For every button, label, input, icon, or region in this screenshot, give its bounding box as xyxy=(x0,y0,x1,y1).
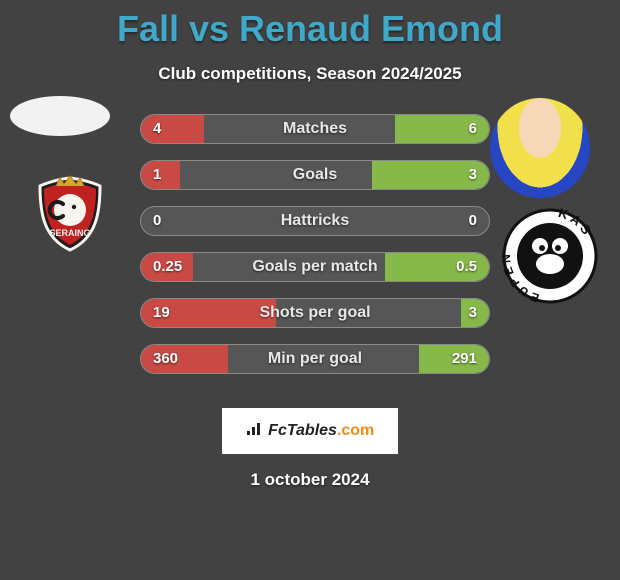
stat-left-value: 360 xyxy=(153,345,178,373)
comparison-panel: SERAING K A S E U P E N Match xyxy=(0,114,620,490)
fctables-logo[interactable]: FcTables.com xyxy=(222,408,398,454)
stat-right-value: 291 xyxy=(452,345,477,373)
stat-row: Goals per match0.25 0.5 xyxy=(140,252,490,282)
subtitle: Club competitions, Season 2024/2025 xyxy=(0,64,620,84)
stat-label: Matches xyxy=(141,115,489,143)
stat-bars-container: Matches4 6 Goals1 3 Hattricks0 0 Goals per mat… xyxy=(140,114,490,390)
stat-label: Shots per goal xyxy=(141,299,489,327)
stat-left-value: 0 xyxy=(153,207,161,235)
stat-row: Shots per goal19 3 xyxy=(140,298,490,328)
stat-left-value: 0.25 xyxy=(153,253,182,281)
stat-row: Min per goal360 291 xyxy=(140,344,490,374)
page-title: Fall vs Renaud Emond xyxy=(0,0,620,50)
stat-label: Min per goal xyxy=(141,345,489,373)
stat-left-value: 1 xyxy=(153,161,161,189)
stat-row: Hattricks0 0 xyxy=(140,206,490,236)
stat-row: Matches4 6 xyxy=(140,114,490,144)
stat-row: Goals1 3 xyxy=(140,160,490,190)
stat-left-value: 19 xyxy=(153,299,170,327)
stat-left-value: 4 xyxy=(153,115,161,143)
stat-label: Goals per match xyxy=(141,253,489,281)
logo-label: FcTables.com xyxy=(268,422,374,439)
stat-label: Goals xyxy=(141,161,489,189)
stat-right-value: 0.5 xyxy=(456,253,477,281)
stat-right-value: 3 xyxy=(469,161,477,189)
stat-right-value: 6 xyxy=(469,115,477,143)
fctables-logo-text: FcTables.com xyxy=(246,422,375,440)
stat-right-value: 0 xyxy=(469,207,477,235)
date-label: 1 october 2024 xyxy=(0,470,620,490)
stat-right-value: 3 xyxy=(469,299,477,327)
stat-label: Hattricks xyxy=(141,207,489,235)
